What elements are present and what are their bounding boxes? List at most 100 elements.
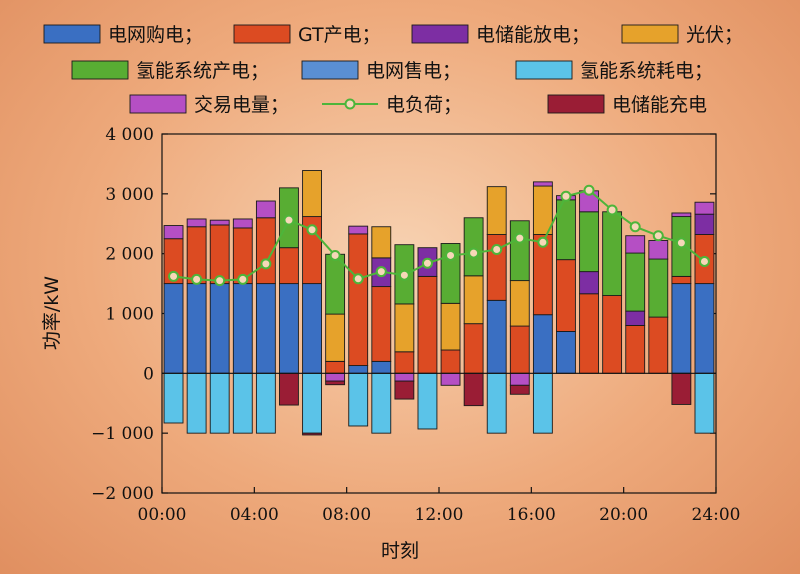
y-tick-label: 4 000 (105, 125, 154, 145)
bar-segment (463, 372, 484, 407)
bar-segment (394, 303, 415, 353)
bar-segment (509, 280, 530, 327)
load-point (468, 247, 480, 259)
bar-segment (671, 283, 692, 374)
bar-segment (302, 432, 322, 436)
legend-label: 电负荷； (386, 94, 462, 116)
bar-segment (209, 372, 230, 434)
legend-label: 氢能系统产电； (136, 60, 269, 82)
bar-segment (648, 258, 669, 318)
legend-label: 氢能系统耗电； (580, 60, 713, 82)
bar-segment (186, 218, 207, 228)
load-point (260, 258, 272, 270)
bar-segment (694, 372, 715, 434)
load-point (283, 214, 295, 226)
bar-segment (348, 225, 369, 235)
bar-segment (532, 181, 553, 187)
bar-segment (325, 380, 346, 386)
bar-segment (486, 372, 507, 434)
bar-segment (694, 201, 715, 215)
load-point (398, 269, 410, 281)
bar-segment (348, 233, 369, 367)
bar-segment (486, 299, 507, 374)
bar-segment (625, 325, 646, 374)
load-point (191, 273, 203, 285)
bar-segment (394, 372, 415, 382)
legend-swatch (129, 94, 187, 114)
bar-segment (463, 275, 484, 325)
x-tick-label: 04:00 (230, 505, 279, 525)
legend-swatch (621, 24, 679, 44)
legend-label: 电网售电； (366, 60, 461, 82)
bar-segment (671, 212, 692, 218)
legend-swatch (515, 60, 573, 80)
legend-label: 光伏； (686, 24, 743, 46)
bar-segment (556, 259, 576, 332)
bar-segment (255, 200, 276, 219)
load-point (583, 184, 595, 196)
load-series-line (173, 189, 706, 282)
bar-segment (602, 295, 623, 374)
bar-segment (163, 283, 184, 374)
load-point (652, 230, 664, 242)
bar-segment (394, 380, 415, 400)
bar-segment (579, 211, 599, 273)
legend-label: GT产电； (298, 24, 381, 46)
load-point (445, 249, 457, 261)
bar-segment (186, 283, 207, 374)
bar-segment (325, 360, 346, 374)
legend-label: 电储能放电； (476, 24, 590, 46)
bar-segment (302, 372, 322, 434)
bar-segment (325, 313, 346, 362)
bar-segment (463, 323, 484, 374)
load-point (329, 249, 341, 261)
bar-segment (348, 372, 369, 427)
bar-segment (232, 283, 253, 374)
bar-segment (579, 271, 599, 295)
x-tick-label: 16:00 (507, 505, 556, 525)
bar-segment (440, 243, 461, 304)
load-point (214, 275, 226, 287)
bar-segment (648, 316, 669, 374)
bar-segment (440, 302, 461, 351)
bar-segment (279, 247, 299, 285)
bar-segment (371, 286, 392, 362)
bar-segment (648, 240, 669, 260)
bar-segment (671, 372, 692, 405)
bar-segment (440, 349, 461, 374)
y-tick-label: −1 000 (91, 424, 154, 444)
load-point (491, 243, 503, 255)
bar-segment (163, 225, 184, 240)
legend-swatch-load-marker (344, 98, 356, 110)
x-tick-label: 08:00 (322, 505, 371, 525)
bar-segment (325, 372, 346, 382)
y-tick-label: 2 000 (105, 245, 154, 265)
load-point (537, 236, 549, 248)
legend-label: 电网购电； (108, 24, 203, 46)
x-tick-label: 00:00 (138, 505, 187, 525)
x-tick-label: 12:00 (415, 505, 464, 525)
bar-segment (625, 252, 646, 312)
bar-segment (509, 384, 530, 395)
legend-swatch (233, 24, 291, 44)
load-point (237, 273, 249, 285)
bar-segment (463, 217, 484, 277)
load-point (606, 204, 618, 216)
bar-segment (694, 213, 715, 235)
load-point (352, 273, 364, 285)
bar-segment (371, 372, 392, 434)
bar-segment (232, 218, 253, 229)
bar-segment (255, 283, 276, 374)
bar-segment (302, 170, 322, 218)
bar-segment (163, 372, 184, 424)
load-point (629, 221, 641, 233)
bar-segment (579, 293, 599, 374)
bar-segment (394, 351, 415, 374)
load-point (698, 255, 710, 267)
bar-segment (625, 310, 646, 326)
legend-swatch (71, 60, 129, 80)
bar-segment (209, 224, 230, 285)
bar-segment (509, 220, 530, 282)
x-tick-label: 20:00 (599, 505, 648, 525)
legend-label: 交易电量； (194, 94, 289, 116)
